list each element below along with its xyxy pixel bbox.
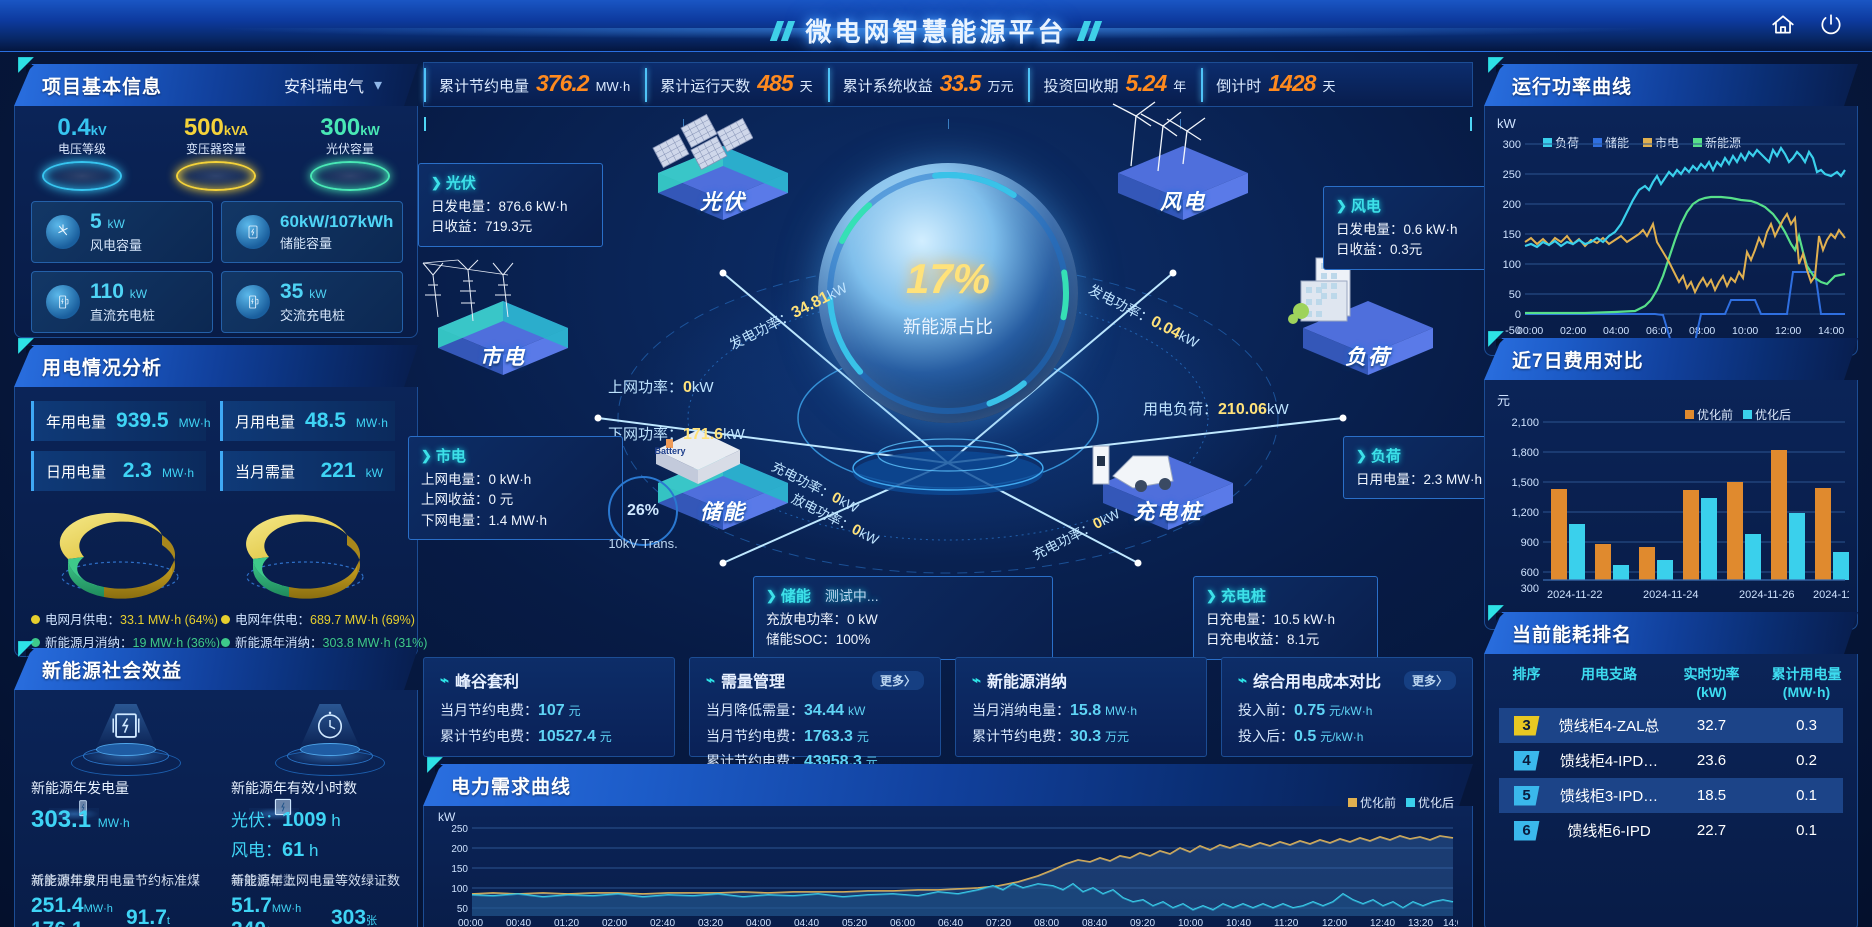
svg-text:2,100: 2,100 <box>1511 417 1539 429</box>
svg-text:300: 300 <box>1521 583 1539 595</box>
svg-text:12:00: 12:00 <box>1775 325 1801 337</box>
svg-text:200: 200 <box>451 844 468 855</box>
svg-text:10:40: 10:40 <box>1226 918 1251 927</box>
svg-text:01:20: 01:20 <box>554 918 579 927</box>
svg-text:900: 900 <box>1521 537 1539 549</box>
svg-text:2024-11-22: 2024-11-22 <box>1547 589 1602 601</box>
svg-text:200: 200 <box>1503 199 1521 211</box>
svg-text:100: 100 <box>451 884 468 895</box>
svg-text:1,800: 1,800 <box>1511 447 1539 459</box>
svg-text:00:00: 00:00 <box>458 918 483 927</box>
svg-text:04:40: 04:40 <box>794 918 819 927</box>
svg-text:0: 0 <box>1515 309 1521 321</box>
svg-text:250: 250 <box>451 824 468 835</box>
svg-text:50: 50 <box>457 904 469 915</box>
svg-text:600: 600 <box>1521 567 1539 579</box>
svg-text:250: 250 <box>1503 169 1521 181</box>
svg-text:03:20: 03:20 <box>698 918 723 927</box>
svg-text:06:00: 06:00 <box>890 918 915 927</box>
svg-text:00:40: 00:40 <box>506 918 531 927</box>
svg-text:05:20: 05:20 <box>842 918 867 927</box>
svg-text:150: 150 <box>451 864 468 875</box>
svg-text:10:00: 10:00 <box>1178 918 1203 927</box>
svg-text:2024-11-24: 2024-11-24 <box>1643 589 1698 601</box>
svg-text:300: 300 <box>1503 139 1521 151</box>
svg-text:00:00: 00:00 <box>1517 325 1543 337</box>
svg-text:50: 50 <box>1509 289 1521 301</box>
svg-text:07:20: 07:20 <box>986 918 1011 927</box>
svg-text:Battery: Battery <box>654 446 685 456</box>
svg-text:02:40: 02:40 <box>650 918 675 927</box>
svg-text:02:00: 02:00 <box>602 918 627 927</box>
svg-text:02:00: 02:00 <box>1560 325 1586 337</box>
svg-text:12:40: 12:40 <box>1370 918 1395 927</box>
svg-text:11:20: 11:20 <box>1274 918 1299 927</box>
svg-text:08:00: 08:00 <box>1034 918 1059 927</box>
svg-text:14:00: 14:00 <box>1443 918 1458 927</box>
svg-text:09:20: 09:20 <box>1130 918 1155 927</box>
svg-text:12:00: 12:00 <box>1322 918 1347 927</box>
svg-text:04:00: 04:00 <box>746 918 771 927</box>
svg-text:1,200: 1,200 <box>1511 507 1539 519</box>
svg-text:08:00: 08:00 <box>1689 325 1715 337</box>
svg-text:2024-11-26: 2024-11-26 <box>1739 589 1794 601</box>
svg-text:100: 100 <box>1503 259 1521 271</box>
svg-text:150: 150 <box>1503 229 1521 241</box>
svg-text:08:40: 08:40 <box>1082 918 1107 927</box>
svg-text:10:00: 10:00 <box>1732 325 1758 337</box>
svg-text:04:00: 04:00 <box>1603 325 1629 337</box>
svg-text:13:20: 13:20 <box>1408 918 1433 927</box>
svg-text:2024-11-28: 2024-11-28 <box>1813 589 1849 601</box>
svg-text:14:00: 14:00 <box>1818 325 1844 337</box>
svg-text:1,500: 1,500 <box>1511 477 1539 489</box>
svg-text:06:40: 06:40 <box>938 918 963 927</box>
